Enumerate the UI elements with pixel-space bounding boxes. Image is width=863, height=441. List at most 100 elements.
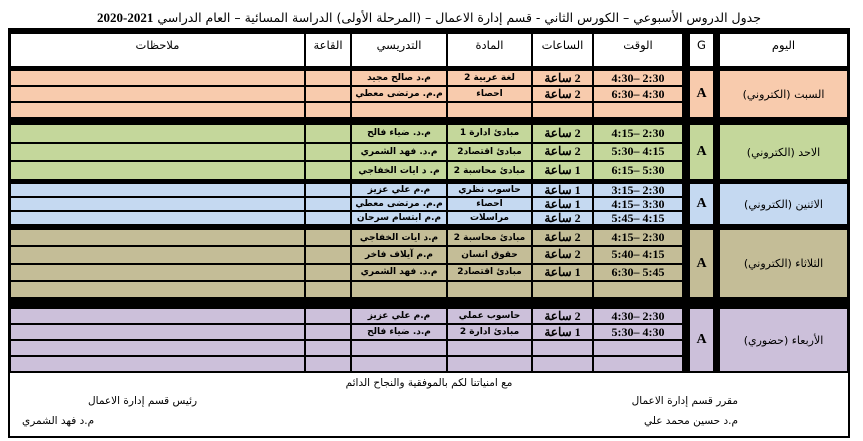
- row-instructor: م.د. ضياء فالح: [351, 124, 447, 143]
- row-hours: 2 ساعة: [532, 124, 593, 143]
- day-name: الاحد (الكتروني): [719, 124, 848, 180]
- row-notes: [10, 246, 305, 264]
- header-day: اليوم: [719, 33, 848, 67]
- schedule-table: ملاحظات القاعة التدريسي المادة الساعات الوقت G…: [8, 28, 850, 438]
- row-time: 4:15 –5:30: [593, 142, 683, 162]
- row-notes: [10, 70, 305, 86]
- row-notes: [10, 161, 305, 180]
- row-time: 5:30 –6:15: [593, 161, 683, 180]
- rapporteur-title: مقرر قسم إدارة الاعمال: [631, 395, 738, 407]
- row-hours: 2 ساعة: [532, 70, 593, 86]
- row-subject: [447, 280, 532, 298]
- row-instructor: م.م علي عزيز: [351, 308, 447, 324]
- row-instructor: م. د ايات الخفاجي: [351, 161, 447, 180]
- row-time: 4:30 –5:30: [593, 324, 683, 340]
- header-notes: ملاحظات: [10, 33, 305, 67]
- row-subject: حقوق انسان: [447, 246, 532, 264]
- header-hall: القاعة: [305, 33, 351, 67]
- row-time: [593, 340, 683, 356]
- row-hall: [305, 86, 351, 102]
- row-hall: [305, 308, 351, 324]
- row-hall: [305, 324, 351, 340]
- row-instructor: م.د. فهد الشمري: [351, 263, 447, 281]
- row-hours: [532, 102, 593, 118]
- row-instructor: [351, 340, 447, 356]
- row-hall: [305, 211, 351, 225]
- row-hours: [532, 340, 593, 356]
- day-name: الاثنين (الكتروني): [719, 183, 848, 225]
- row-hours: 2 ساعة: [532, 229, 593, 247]
- group-label: A: [689, 183, 714, 225]
- row-hours: 2 ساعة: [532, 142, 593, 162]
- row-hall: [305, 263, 351, 281]
- row-instructor: م.م آيلاف فاخر: [351, 246, 447, 264]
- row-hall: [305, 229, 351, 247]
- row-subject: احصاء: [447, 86, 532, 102]
- row-notes: [10, 263, 305, 281]
- row-time: 2:30 –3:15: [593, 183, 683, 197]
- row-time: 2:30 –4:15: [593, 124, 683, 143]
- row-notes: [10, 324, 305, 340]
- row-time: 4:15 –5:40: [593, 246, 683, 264]
- row-time: 5:45 –6:30: [593, 263, 683, 281]
- row-subject: مبادئ اقتصاد2: [447, 142, 532, 162]
- day-name: الأربعاء (حضوري): [719, 308, 848, 372]
- row-subject: حاسوب عملي: [447, 308, 532, 324]
- academic-year: 2021-2020: [97, 10, 154, 25]
- row-time: 2:30 –4:30: [593, 308, 683, 324]
- row-subject: لغة عربية 2: [447, 70, 532, 86]
- row-hours: 2 ساعة: [532, 246, 593, 264]
- row-subject: مبادئ ادارة 1: [447, 124, 532, 143]
- row-hall: [305, 340, 351, 356]
- row-notes: [10, 183, 305, 197]
- row-hall: [305, 356, 351, 372]
- group-label: A: [689, 308, 714, 372]
- department-head-title: رئيس قسم إدارة الاعمال: [88, 395, 198, 407]
- row-hall: [305, 183, 351, 197]
- row-notes: [10, 102, 305, 118]
- row-subject: مراسلات: [447, 211, 532, 225]
- row-subject: حاسوب نظري: [447, 183, 532, 197]
- row-instructor: [351, 280, 447, 298]
- footer: مع امنياتنا لكم بالموفقية والنجاح الدائم…: [10, 373, 848, 436]
- row-instructor: م.م. مرتضى معطي: [351, 197, 447, 211]
- row-hours: [532, 280, 593, 298]
- row-hours: 1 ساعة: [532, 183, 593, 197]
- row-instructor: م.د. ضياء فالح: [351, 324, 447, 340]
- group-label: A: [689, 229, 714, 298]
- row-hall: [305, 197, 351, 211]
- row-hours: 1 ساعة: [532, 197, 593, 211]
- row-hours: [532, 356, 593, 372]
- row-notes: [10, 197, 305, 211]
- row-time: 2:30 –4:30: [593, 70, 683, 86]
- row-subject: احصاء: [447, 197, 532, 211]
- group-label: A: [689, 70, 714, 118]
- wish-text: مع امنياتنا لكم بالموفقية والنجاح الدائم: [345, 377, 513, 389]
- row-notes: [10, 356, 305, 372]
- header-hours: الساعات: [532, 33, 593, 67]
- row-hours: 2 ساعة: [532, 308, 593, 324]
- row-notes: [10, 308, 305, 324]
- row-hours: 2 ساعة: [532, 211, 593, 225]
- row-hours: 1 ساعة: [532, 263, 593, 281]
- row-hall: [305, 280, 351, 298]
- row-instructor: م.م ابتسام سرحان: [351, 211, 447, 225]
- row-hall: [305, 70, 351, 86]
- header-instructor: التدريسي: [351, 33, 447, 67]
- row-instructor: م.م علي عزيز: [351, 183, 447, 197]
- row-time: [593, 280, 683, 298]
- group-label: A: [689, 124, 714, 180]
- row-time: 2:30 –4:15: [593, 229, 683, 247]
- header-subject: المادة: [447, 33, 532, 67]
- header-time: الوقت: [593, 33, 683, 67]
- row-subject: مبادئ محاسبة 2: [447, 229, 532, 247]
- row-instructor: م.د ايات الخفاجي: [351, 229, 447, 247]
- row-subject: [447, 102, 532, 118]
- row-hours: 1 ساعة: [532, 324, 593, 340]
- row-time: 4:15 –5:45: [593, 211, 683, 225]
- row-notes: [10, 142, 305, 162]
- row-subject: مبادئ ادارة 2: [447, 324, 532, 340]
- row-time: 3:30 –4:15: [593, 197, 683, 211]
- title-text: جدول الدروس الأسبوعي – الكورس الثاني - ق…: [153, 10, 761, 25]
- row-notes: [10, 229, 305, 247]
